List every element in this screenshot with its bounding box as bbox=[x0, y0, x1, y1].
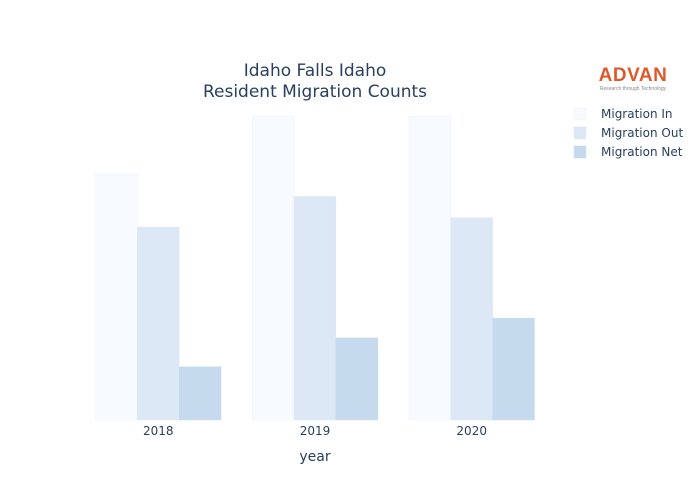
bar-migration-in-2020[interactable] bbox=[408, 115, 452, 421]
bar-migration-in-2018[interactable] bbox=[95, 173, 138, 421]
bar-migration-out-2018[interactable] bbox=[137, 226, 180, 421]
bar-migration-out-2019[interactable] bbox=[293, 196, 337, 421]
legend-swatch[interactable] bbox=[573, 107, 587, 121]
legend-label[interactable]: Migration In bbox=[601, 107, 673, 121]
legend-label[interactable]: Migration Out bbox=[601, 126, 683, 140]
x-tick-label: 2019 bbox=[300, 424, 331, 438]
advan-logo: ADVAN Research through Technology bbox=[588, 65, 678, 93]
chart-title-line-2: Resident Migration Counts bbox=[203, 82, 427, 102]
chart-title-line-1: Idaho Falls Idaho bbox=[244, 61, 387, 81]
bar-migration-net-2020[interactable] bbox=[492, 317, 535, 421]
legend-swatch[interactable] bbox=[573, 145, 587, 159]
x-axis-title: year bbox=[299, 449, 330, 465]
logo-wordmark: ADVAN bbox=[598, 65, 668, 86]
bar-migration-net-2019[interactable] bbox=[335, 337, 378, 421]
legend[interactable]: Migration In Migration Out Migration Net bbox=[573, 107, 683, 159]
bar-migration-in-2019[interactable] bbox=[252, 115, 295, 421]
x-tick-labels: 2018 2019 2020 bbox=[143, 424, 487, 438]
bar-migration-out-2020[interactable] bbox=[450, 217, 493, 421]
bars-group bbox=[95, 115, 535, 421]
x-tick-label: 2018 bbox=[143, 424, 174, 438]
bar-migration-net-2018[interactable] bbox=[178, 366, 222, 421]
legend-label[interactable]: Migration Net bbox=[601, 145, 683, 159]
logo-tagline: Research through Technology bbox=[599, 86, 667, 92]
x-tick-label: 2020 bbox=[456, 424, 487, 438]
legend-swatch[interactable] bbox=[573, 126, 587, 140]
